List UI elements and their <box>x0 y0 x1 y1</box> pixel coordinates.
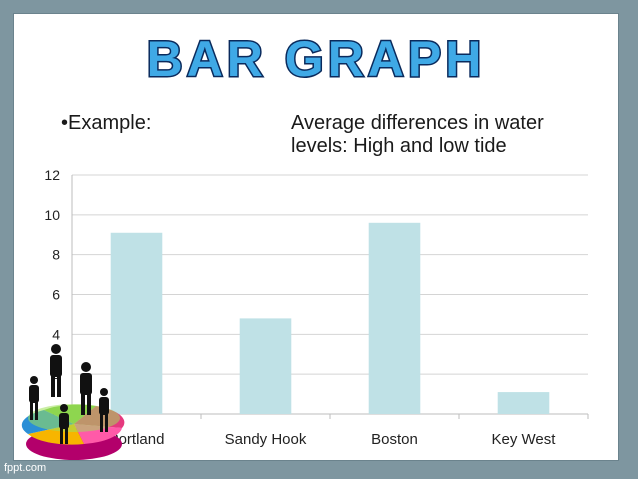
businesspeople-on-pie-chart-icon <box>21 344 125 460</box>
x-tick-label: Key West <box>492 431 557 448</box>
slide-title-art: BAR GRAPH <box>145 30 486 89</box>
x-tick-label: Sandy Hook <box>225 431 307 448</box>
slide-title: BAR GRAPH <box>147 31 486 87</box>
y-tick-label: 8 <box>52 247 60 263</box>
person-icon <box>80 362 92 415</box>
slide: BAR GRAPH •Example: Average differences … <box>14 14 618 460</box>
chart-subtitle: Average differences in water levels: Hig… <box>291 112 601 158</box>
x-tick-label: Portland <box>109 431 165 448</box>
subtitle-line-1: Average differences in water <box>291 112 544 134</box>
watermark: fppt.com <box>4 462 47 474</box>
person-icon <box>29 376 39 420</box>
bar <box>110 232 163 414</box>
x-tick-label: Boston <box>371 431 418 448</box>
y-tick-label: 6 <box>52 287 60 303</box>
example-bullet: •Example: <box>61 112 152 134</box>
bar <box>368 222 421 414</box>
y-tick-label: 10 <box>44 207 60 223</box>
businesspeople-silhouettes <box>29 344 109 444</box>
subtitle-line-2: levels: High and low tide <box>291 135 507 157</box>
y-tick-label: 12 <box>44 167 60 183</box>
y-tick-label: 4 <box>52 326 60 342</box>
bar <box>239 318 292 414</box>
bar <box>497 392 550 414</box>
pie-chart-icon <box>21 404 125 460</box>
person-icon <box>99 388 109 432</box>
person-icon <box>59 404 69 444</box>
person-icon <box>50 344 62 397</box>
